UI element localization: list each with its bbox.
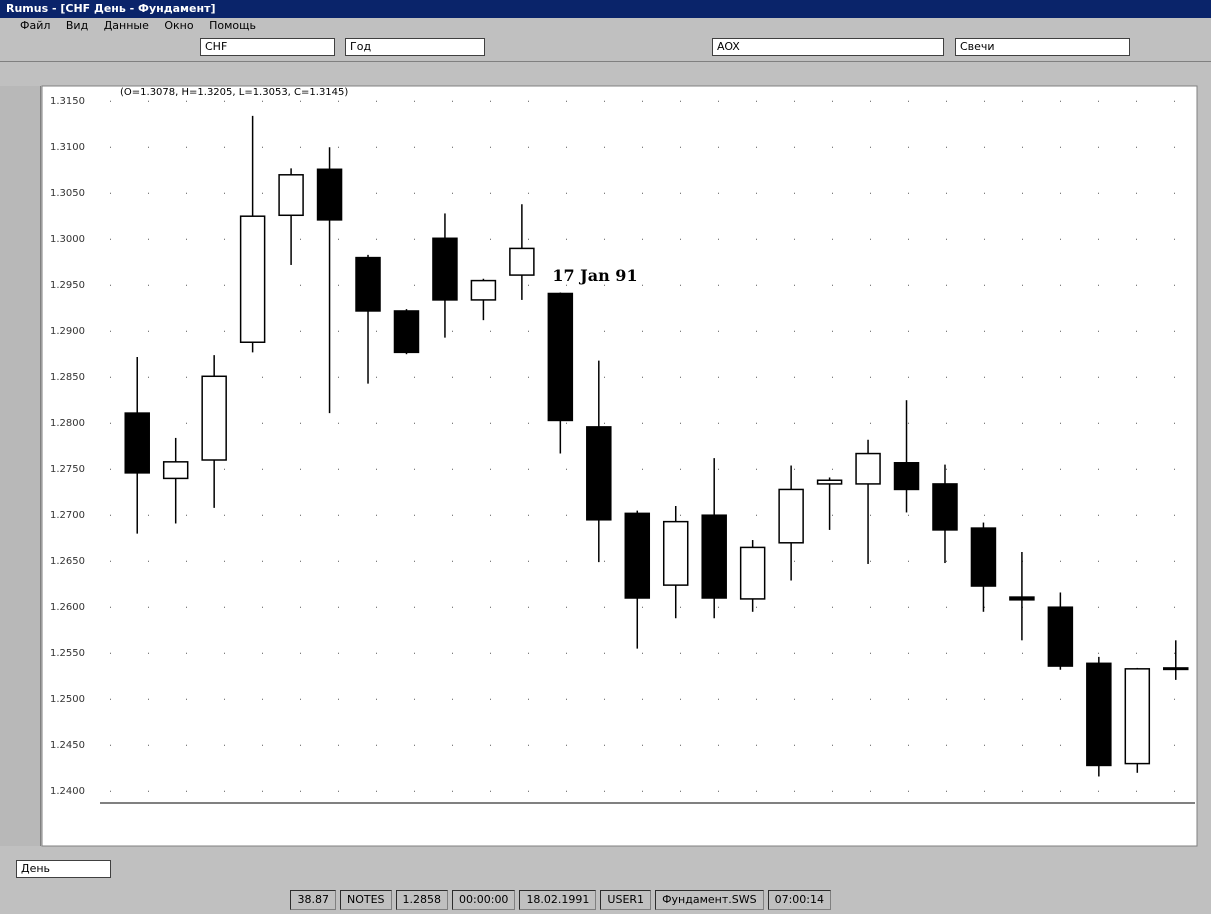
- candle-body: [970, 527, 997, 587]
- y-tick-label: 1.2500: [50, 694, 85, 705]
- candle-body: [739, 546, 766, 600]
- y-tick-label: 1.2900: [50, 326, 85, 337]
- menu-item[interactable]: Помощь: [209, 19, 256, 32]
- ohlc-info: (O=1.3078, H=1.3205, L=1.3053, C=1.3145): [120, 87, 348, 98]
- status-field: 38.87: [290, 890, 336, 910]
- style-combo[interactable]: Свечи: [955, 38, 1130, 56]
- y-tick-label: 1.2700: [50, 510, 85, 521]
- indicator-combo[interactable]: AOX: [712, 38, 944, 56]
- interval-combo[interactable]: День: [16, 860, 111, 878]
- candle-body: [701, 514, 727, 599]
- y-tick-label: 1.2850: [50, 372, 85, 383]
- y-tick-label: 1.3100: [50, 142, 85, 153]
- y-tick-label: 1.3050: [50, 188, 85, 199]
- menu-bar: Файл Вид Данные Окно Помощь: [0, 18, 1211, 34]
- candle-body: [893, 462, 920, 491]
- annotation: 17 Jan 91: [552, 266, 637, 285]
- status-field: USER1: [600, 890, 652, 910]
- y-tick-label: 1.2550: [50, 648, 85, 659]
- symbol-combo[interactable]: CHF: [200, 38, 335, 56]
- status-bar: 38.87 NOTES 1.2858 00:00:00 18.02.1991 USER1 Ф…: [0, 886, 1211, 914]
- candle-body: [162, 461, 189, 480]
- y-tick-label: 1.2950: [50, 280, 85, 291]
- candle-body: [662, 520, 689, 586]
- candle-body: [470, 279, 497, 301]
- candle-body: [855, 452, 881, 485]
- candle-body: [816, 479, 843, 485]
- drawing-toolbar: [0, 86, 41, 846]
- window-title: Rumus - [CHF День - Фундамент]: [6, 2, 216, 15]
- candle-body: [624, 512, 651, 599]
- menu-item[interactable]: Данные: [103, 19, 149, 32]
- candle-body: [393, 310, 420, 354]
- menu-item[interactable]: Файл: [20, 19, 51, 32]
- candle-body: [316, 168, 343, 221]
- candle-body: [124, 412, 150, 474]
- candle-body: [278, 174, 304, 217]
- candle-body: [1009, 596, 1035, 601]
- candle-body: [1047, 606, 1074, 667]
- candle-body: [1163, 667, 1189, 671]
- y-tick-label: 1.2400: [50, 786, 85, 797]
- status-field: 18.02.1991: [519, 890, 597, 910]
- candle-body: [432, 237, 458, 301]
- status-field: 07:00:14: [767, 890, 831, 910]
- candle-body: [509, 247, 535, 276]
- y-tick-label: 1.3000: [50, 234, 85, 245]
- y-tick-label: 1.3150: [50, 96, 85, 107]
- menu-item[interactable]: Вид: [65, 19, 89, 32]
- bottom-toolbar: День: [0, 856, 1211, 884]
- status-field: NOTES: [339, 890, 392, 910]
- candle-body: [1086, 662, 1112, 767]
- toolbar: CHF Год AOX Свечи: [0, 34, 1211, 62]
- y-tick-label: 1.2800: [50, 418, 85, 429]
- candle-body: [932, 483, 958, 531]
- candle-body: [355, 256, 381, 312]
- y-tick-label: 1.2750: [50, 464, 85, 475]
- title-bar: Rumus - [CHF День - Фундамент]: [0, 0, 1211, 18]
- status-field: 1.2858: [395, 890, 449, 910]
- candle-body: [547, 292, 574, 422]
- candle-body: [586, 426, 612, 521]
- y-tick-label: 1.2450: [50, 740, 85, 751]
- candle-body: [201, 375, 227, 461]
- y-tick-label: 1.2650: [50, 556, 85, 567]
- y-tick-label: 1.2600: [50, 602, 85, 613]
- chart-area: [41, 85, 1198, 847]
- status-field: Фундамент.SWS: [655, 890, 764, 910]
- candle-body: [778, 488, 804, 544]
- period-combo[interactable]: Год: [345, 38, 485, 56]
- menu-item[interactable]: Окно: [164, 19, 194, 32]
- candle-body: [1124, 668, 1151, 765]
- candle-body: [239, 215, 266, 343]
- status-field: 00:00:00: [452, 890, 516, 910]
